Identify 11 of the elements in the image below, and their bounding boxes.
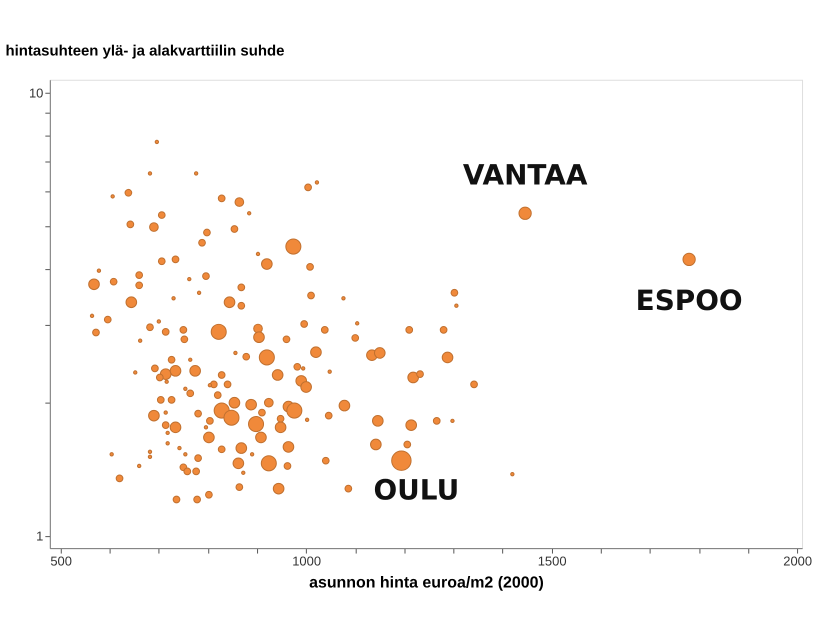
- y-axis-title: hintasuhteen ylä- ja alakvarttiilin suhde: [5, 42, 284, 60]
- x-tick-label: 1500: [538, 554, 567, 569]
- annotation: OULU: [373, 474, 460, 507]
- y-tick-label: 10: [28, 85, 44, 100]
- y-tick-label: 1: [36, 528, 44, 544]
- x-tick-label: 500: [50, 554, 72, 569]
- x-tick-label: 2000: [783, 554, 812, 569]
- x-tick-label: 1000: [292, 554, 322, 569]
- annotation: ESPOO: [636, 284, 743, 318]
- x-axis-title: asunnon hinta euroa/m2 (2000): [309, 574, 544, 592]
- annotation: VANTAA: [462, 158, 588, 192]
